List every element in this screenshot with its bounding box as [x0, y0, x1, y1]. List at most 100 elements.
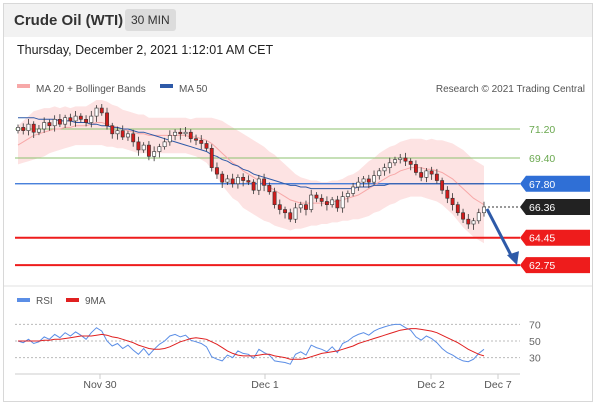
candle-up	[476, 212, 481, 222]
last-price-tag	[520, 198, 590, 215]
candle-down	[21, 127, 26, 131]
candle-down	[215, 167, 219, 175]
pivot-tag	[520, 175, 590, 192]
legend-rsi-swatch	[17, 298, 30, 302]
candle-down	[57, 119, 62, 125]
support-tag	[520, 257, 590, 274]
candle-down	[288, 212, 293, 220]
legend-ma20-swatch	[17, 84, 30, 88]
candle-down	[251, 181, 256, 191]
x-tick-label: Nov 30	[83, 379, 116, 391]
candle-down	[440, 180, 445, 191]
x-tick-label: Dec 2	[417, 379, 445, 391]
candle-up	[256, 178, 261, 191]
candle-down	[267, 185, 272, 193]
candle-down	[99, 107, 104, 114]
rsi-line	[17, 323, 485, 365]
candle-down	[204, 143, 209, 149]
legend-ma50-swatch	[160, 84, 173, 88]
rsi-tick-label: 30	[529, 353, 541, 365]
chart-header: Crude Oil (WTI) 30 MIN	[4, 4, 592, 37]
candle-up	[173, 131, 178, 136]
support-label: 64.45	[529, 233, 555, 245]
candle-up	[157, 146, 162, 152]
candle-up	[26, 123, 31, 131]
candle-down	[78, 115, 83, 120]
candle-down	[220, 173, 225, 183]
candle-down	[324, 201, 329, 205]
rsi-tick-label: 50	[529, 336, 541, 348]
candle-down	[105, 112, 109, 127]
candle-up	[356, 181, 361, 188]
candle-up	[482, 206, 486, 214]
candle-down	[277, 204, 282, 210]
legend-9ma-label: 9MA	[85, 296, 106, 307]
candle-down	[414, 164, 418, 173]
candle-up	[225, 178, 230, 183]
candle-down	[110, 125, 115, 135]
candle-up	[351, 186, 356, 194]
candle-up	[309, 194, 314, 210]
legend-ma20-label: MA 20 + Bollinger Bands	[36, 84, 146, 95]
candle-down	[450, 197, 455, 205]
candle-down	[429, 170, 434, 175]
research-credit: Research © 2021 Trading Central	[436, 84, 585, 95]
candle-up	[235, 177, 240, 185]
candle-down	[230, 178, 235, 185]
candle-up	[63, 117, 68, 125]
candle-down	[246, 180, 251, 183]
timeframe-badge[interactable]: 30 MIN	[125, 9, 176, 31]
candle-up	[377, 170, 382, 176]
support-tag	[520, 229, 590, 246]
x-tick-label: Dec 7	[484, 379, 512, 391]
candle-up	[330, 199, 335, 205]
legend-rsi-label: RSI	[36, 296, 53, 307]
candle-up	[398, 157, 403, 160]
candle-up	[94, 107, 99, 117]
candle-down	[241, 177, 246, 181]
candle-up	[393, 159, 397, 164]
candle-down	[178, 131, 183, 135]
timestamp: Thursday, December 2, 2021 1:12:01 AM CE…	[17, 43, 274, 57]
candle-up	[167, 135, 172, 143]
candle-up	[345, 193, 350, 197]
candle-up	[115, 130, 120, 135]
candle-down	[455, 204, 460, 214]
candle-down	[199, 139, 204, 144]
candle-down	[434, 173, 439, 181]
x-tick-label: Dec 1	[251, 379, 279, 391]
last-price-label: 66.36	[529, 202, 555, 214]
ma20-line	[17, 122, 485, 206]
resistance-label: 69.40	[529, 153, 555, 165]
resistance-label: 71.20	[529, 124, 555, 136]
candle-up	[73, 115, 78, 122]
candle-up	[16, 127, 20, 131]
candle-down	[136, 141, 141, 151]
candle-down	[209, 148, 214, 168]
candle-up	[162, 141, 167, 148]
candle-down	[408, 160, 413, 165]
ma50-line	[18, 117, 484, 190]
candle-down	[335, 199, 340, 209]
candle-up	[183, 131, 188, 135]
candle-up	[52, 119, 57, 127]
candle-up	[37, 128, 41, 133]
candle-down	[445, 189, 450, 199]
candle-down	[131, 133, 136, 143]
candle-up	[152, 151, 157, 157]
candle-up	[471, 220, 476, 225]
candle-down	[304, 204, 308, 210]
candle-up	[126, 133, 130, 138]
support-label: 62.75	[529, 260, 555, 272]
candle-up	[293, 207, 298, 220]
candle-down	[366, 178, 371, 183]
candle-up	[89, 115, 94, 123]
candle-down	[461, 212, 465, 220]
candle-down	[319, 197, 324, 202]
candle-down	[403, 157, 408, 162]
candle-down	[188, 131, 193, 139]
candle-down	[146, 144, 151, 157]
legend-9ma-swatch	[66, 298, 79, 302]
candle-down	[466, 218, 471, 225]
candle-down	[419, 172, 424, 178]
